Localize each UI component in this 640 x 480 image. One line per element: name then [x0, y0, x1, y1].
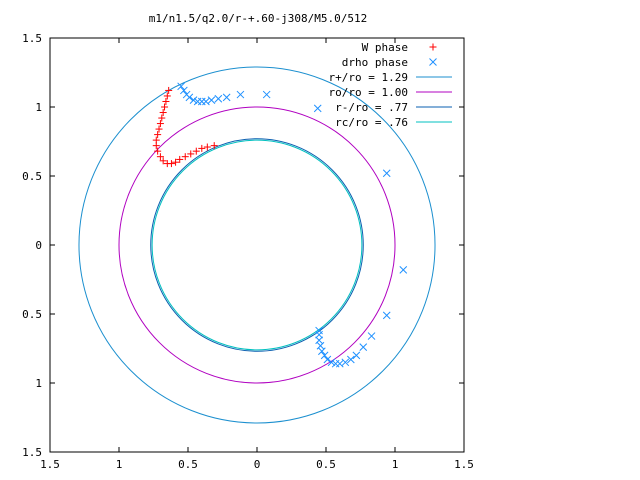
y-tick-label: 0.5 — [22, 308, 42, 321]
w-phase-point-22 — [203, 143, 211, 151]
drho-phase-point-4 — [189, 96, 198, 104]
drho-phase-point-28 — [316, 341, 325, 350]
circle-series-3 — [151, 139, 363, 351]
w-phase-point-8 — [154, 131, 162, 139]
data-points — [152, 82, 408, 368]
legend: W phase drho phase r+/ro = 1.29 ro/ro = 1.0… — [329, 41, 452, 129]
w-phase-point-18 — [181, 153, 189, 161]
x-axis-ticks: 1.5 1 0.5 0 0.5 1 1.5 — [40, 38, 474, 471]
legend-label-4: r-/ro = .77 — [335, 101, 408, 114]
w-phase-point-11 — [154, 147, 162, 155]
drho-phase-point-24 — [327, 358, 336, 367]
drho-phase-point-29 — [315, 336, 323, 345]
drho-phase-point-31 — [315, 326, 323, 335]
drho-phase-point-22 — [335, 359, 344, 368]
drho-phase-point-10 — [222, 93, 231, 102]
reference-circles — [78, 66, 436, 424]
w-phase-point-2 — [162, 97, 170, 105]
drho-phase-point-14 — [382, 169, 391, 178]
w-phase-point-21 — [198, 144, 206, 152]
drho-phase-point-15 — [399, 265, 408, 274]
x-tick-label: 1.5 — [40, 458, 60, 471]
y-tick-label: 0 — [35, 239, 42, 252]
drho-phase-point-11 — [236, 90, 245, 99]
y-tick-label: 1 — [35, 377, 42, 390]
drho-phase-point-18 — [359, 343, 368, 351]
x-tick-label: 1.5 — [454, 458, 474, 471]
drho-phase-point-3 — [185, 93, 194, 102]
drho-phase-point-26 — [320, 351, 329, 360]
w-phase-point-12 — [156, 153, 164, 161]
y-axis-ticks: 1.5 1 0.5 0 0.5 1 1.5 — [22, 32, 464, 459]
x-tick-label: 0 — [254, 458, 261, 471]
w-phase-point-20 — [192, 147, 200, 155]
w-phase-point-5 — [158, 114, 166, 122]
w-phase-point-23 — [210, 142, 218, 150]
legend-marker-0 — [429, 43, 437, 51]
drho-phase-point-6 — [197, 97, 206, 106]
circle-series-0 — [78, 66, 436, 424]
drho-phase-point-16 — [382, 311, 391, 320]
w-phase-point-6 — [156, 120, 164, 128]
w-phase-point-3 — [161, 103, 169, 111]
circle-series-1 — [118, 106, 396, 384]
circle-series-2 — [150, 138, 364, 352]
drho-phase-point-12 — [262, 90, 271, 99]
w-phase-point-0 — [165, 86, 173, 94]
y-tick-label: 1 — [35, 101, 42, 114]
drho-phase-point-9 — [214, 94, 223, 103]
w-phase-point-17 — [176, 155, 184, 163]
legend-label-0: W phase — [362, 41, 408, 54]
legend-label-3: ro/ro = 1.00 — [329, 86, 408, 99]
w-phase-point-19 — [187, 150, 195, 158]
x-tick-label: 0.5 — [316, 458, 336, 471]
x-tick-label: 1 — [116, 458, 123, 471]
legend-label-1: drho phase — [342, 56, 408, 69]
w-phase-point-13 — [159, 157, 167, 165]
drho-phase-point-30 — [315, 330, 323, 339]
x-tick-label: 0.5 — [178, 458, 198, 471]
y-tick-label: 0.5 — [22, 170, 42, 183]
drho-phase-point-7 — [202, 97, 210, 106]
w-phase-point-15 — [167, 160, 175, 168]
x-tick-label: 1 — [392, 458, 399, 471]
w-phase-point-4 — [159, 109, 167, 117]
w-phase-point-10 — [152, 142, 160, 150]
drho-phase-point-0 — [177, 82, 185, 91]
y-tick-label: 1.5 — [22, 32, 42, 45]
drho-phase-point-20 — [346, 355, 355, 364]
drho-phase-point-27 — [318, 347, 326, 356]
legend-marker-1 — [429, 58, 437, 66]
drho-phase-point-19 — [352, 351, 361, 360]
drho-phase-point-17 — [367, 332, 376, 340]
drho-phase-point-25 — [323, 355, 332, 364]
w-phase-point-7 — [155, 125, 163, 133]
drho-phase-point-23 — [331, 359, 340, 368]
y-tick-label: 1.5 — [22, 446, 42, 459]
drho-phase-point-8 — [207, 96, 216, 104]
w-phase-point-16 — [172, 158, 180, 166]
drho-phase-point-13 — [313, 104, 322, 113]
legend-label-5: rc/ro = .76 — [335, 116, 408, 129]
chart-title: m1/n1.5/q2.0/r-+.60-j308/M5.0/512 — [149, 12, 368, 25]
w-phase-point-1 — [163, 92, 171, 100]
legend-label-2: r+/ro = 1.29 — [329, 71, 408, 84]
drho-phase-point-1 — [180, 86, 188, 95]
